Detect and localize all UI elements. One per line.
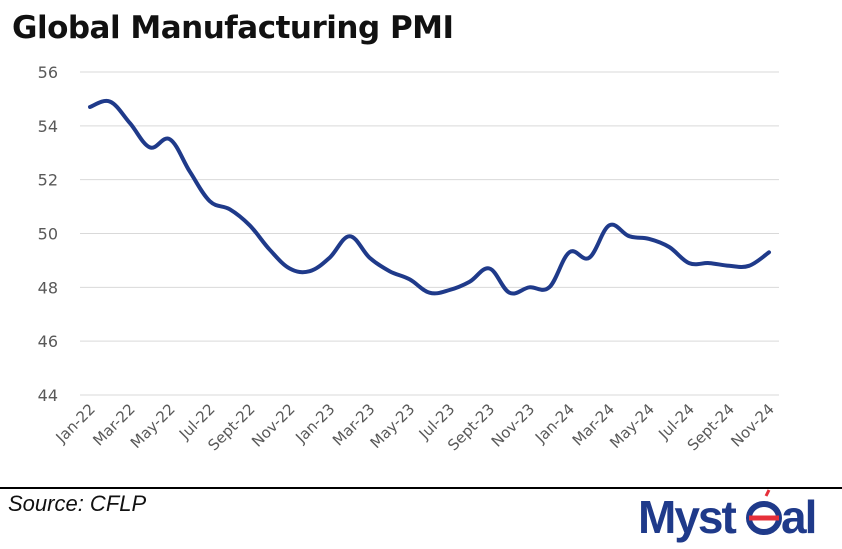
mysteel-logo: Myst al [638,489,817,543]
logo-text: Myst [638,491,736,543]
y-tick-label: 54 [38,117,58,136]
y-tick-label: 44 [38,386,58,405]
y-tick-label: 46 [38,332,58,351]
x-tick-label: May-22 [127,400,179,452]
x-tick-label: May-24 [606,400,658,452]
footer-divider [0,487,842,489]
pmi-line-chart: 44 46 48 50 52 54 56 Jan-22Mar-22May-22Jul-22S… [38,63,779,454]
logo-text-tail: al [781,491,815,543]
y-tick-label: 52 [38,171,58,190]
x-tick-label: Nov-23 [488,400,538,450]
pmi-series-line [88,98,771,296]
gridlines [80,71,779,396]
x-tick-label: Nov-22 [248,400,298,450]
y-tick-label: 48 [38,278,58,297]
y-axis-ticks: 44 46 48 50 52 54 56 [38,63,58,405]
series-lines [88,98,771,296]
chart-title: Global Manufacturing PMI [12,10,454,46]
source-note: Source: CFLP [8,491,147,516]
x-axis-ticks: Jan-22Mar-22May-22Jul-22Sept-22Nov-22Jan… [52,400,778,454]
y-tick-label: 56 [38,63,58,82]
y-tick-label: 50 [38,225,58,244]
x-tick-label: Nov-24 [727,400,777,450]
x-tick-label: May-23 [367,400,419,452]
logo-e-mark [746,489,782,535]
